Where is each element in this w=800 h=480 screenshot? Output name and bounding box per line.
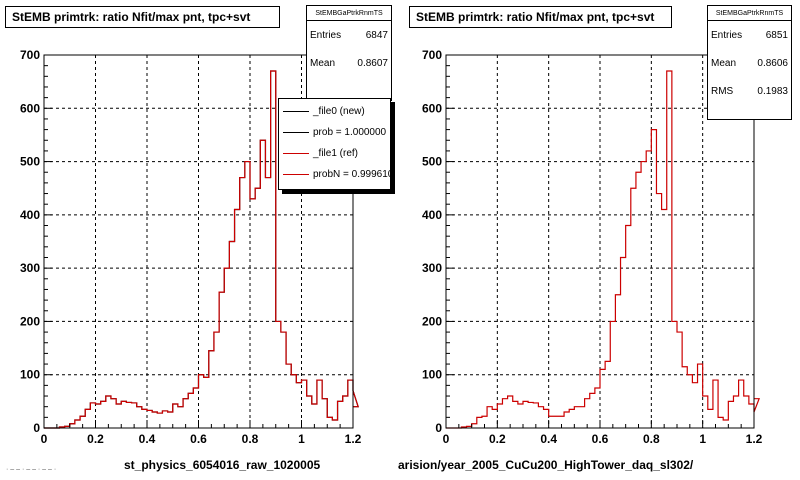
x-tick-label: 0.8 <box>643 432 660 446</box>
legend-entry: _file0 (new) <box>313 106 365 117</box>
legend-swatch-red <box>283 174 309 175</box>
stats-box-right: StEMBGaPtrkRnmTS Entries 6851 Mean 0.8606 … <box>707 5 792 120</box>
y-tick-label: 100 <box>422 368 442 382</box>
x-tick-label: 1 <box>298 432 305 446</box>
x-tick-label: 0.2 <box>87 432 104 446</box>
y-tick-label: 600 <box>422 101 442 115</box>
stats-entries-label: Entries <box>711 29 743 41</box>
x-axis-label-left: st_physics_6054016_raw_1020005 <box>124 458 321 472</box>
legend-entry: prob = 1.000000 <box>313 127 387 138</box>
x-axis-label-right: arision/year_2005_CuCu200_HighTower_daq_… <box>398 458 694 472</box>
x-tick-label: 1 <box>699 432 706 446</box>
y-tick-label: 700 <box>20 48 40 62</box>
y-tick-label: 300 <box>20 261 40 275</box>
stats-entries-label: Entries <box>310 29 342 41</box>
y-tick-label: 0 <box>435 421 442 435</box>
stats-rms-value: 0.1983 <box>757 85 788 97</box>
y-tick-label: 400 <box>422 208 442 222</box>
x-tick-label: 0.4 <box>540 432 557 446</box>
y-tick-label: 200 <box>422 314 442 328</box>
chart-title-left: StEMB primtrk: ratio Nfit/max pnt, tpc+s… <box>5 6 280 28</box>
stats-entries-value: 6847 <box>365 29 388 41</box>
stats-mean-value: 0.8607 <box>357 57 388 69</box>
stats-header: StEMBGaPtrkRnmTS <box>307 6 391 21</box>
y-tick-label: 500 <box>20 155 40 169</box>
histogram-series-0 <box>446 70 761 429</box>
x-tick-label: 1.2 <box>345 432 362 446</box>
y-tick-label: 700 <box>422 48 442 62</box>
legend-swatch-black <box>283 111 309 112</box>
stats-mean-label: Mean <box>711 57 737 69</box>
stats-rms-label: RMS <box>711 85 734 97</box>
y-tick-label: 600 <box>20 101 40 115</box>
y-tick-label: 100 <box>20 368 40 382</box>
x-tick-label: 0.4 <box>139 432 156 446</box>
legend-entry: _file1 (ref) <box>313 148 359 159</box>
stats-header: StEMBGaPtrkRnmTS <box>708 6 791 21</box>
y-tick-label: 500 <box>422 155 442 169</box>
stats-entries-value: 6851 <box>765 29 788 41</box>
legend-swatch-black <box>283 132 309 133</box>
chart-title-right: StEMB primtrk: ratio Nfit/max pnt, tpc+s… <box>409 6 672 28</box>
y-tick-label: 400 <box>20 208 40 222</box>
x-tick-label: 0.8 <box>242 432 259 446</box>
y-tick-label: 200 <box>20 314 40 328</box>
stats-box-left: StEMBGaPtrkRnmTS Entries 6847 Mean 0.8607 <box>306 5 392 101</box>
footer-dotted-text: · – – · – – · – – · <box>6 466 57 473</box>
x-tick-label: 0.6 <box>190 432 207 446</box>
x-tick-label: 0 <box>41 432 48 446</box>
legend-swatch-red <box>283 153 309 154</box>
histogram-series-1 <box>44 70 359 429</box>
legend-box: _file0 (new) prob = 1.000000 _file1 (ref… <box>278 98 391 190</box>
legend-entry: probN = 0.999610 <box>313 169 390 180</box>
x-tick-label: 0 <box>443 432 450 446</box>
x-tick-label: 1.2 <box>746 432 763 446</box>
y-tick-label: 0 <box>33 421 40 435</box>
stats-mean-label: Mean <box>310 57 336 69</box>
y-tick-label: 300 <box>422 261 442 275</box>
x-tick-label: 0.2 <box>489 432 506 446</box>
x-tick-label: 0.6 <box>592 432 609 446</box>
stats-mean-value: 0.8606 <box>757 57 788 69</box>
